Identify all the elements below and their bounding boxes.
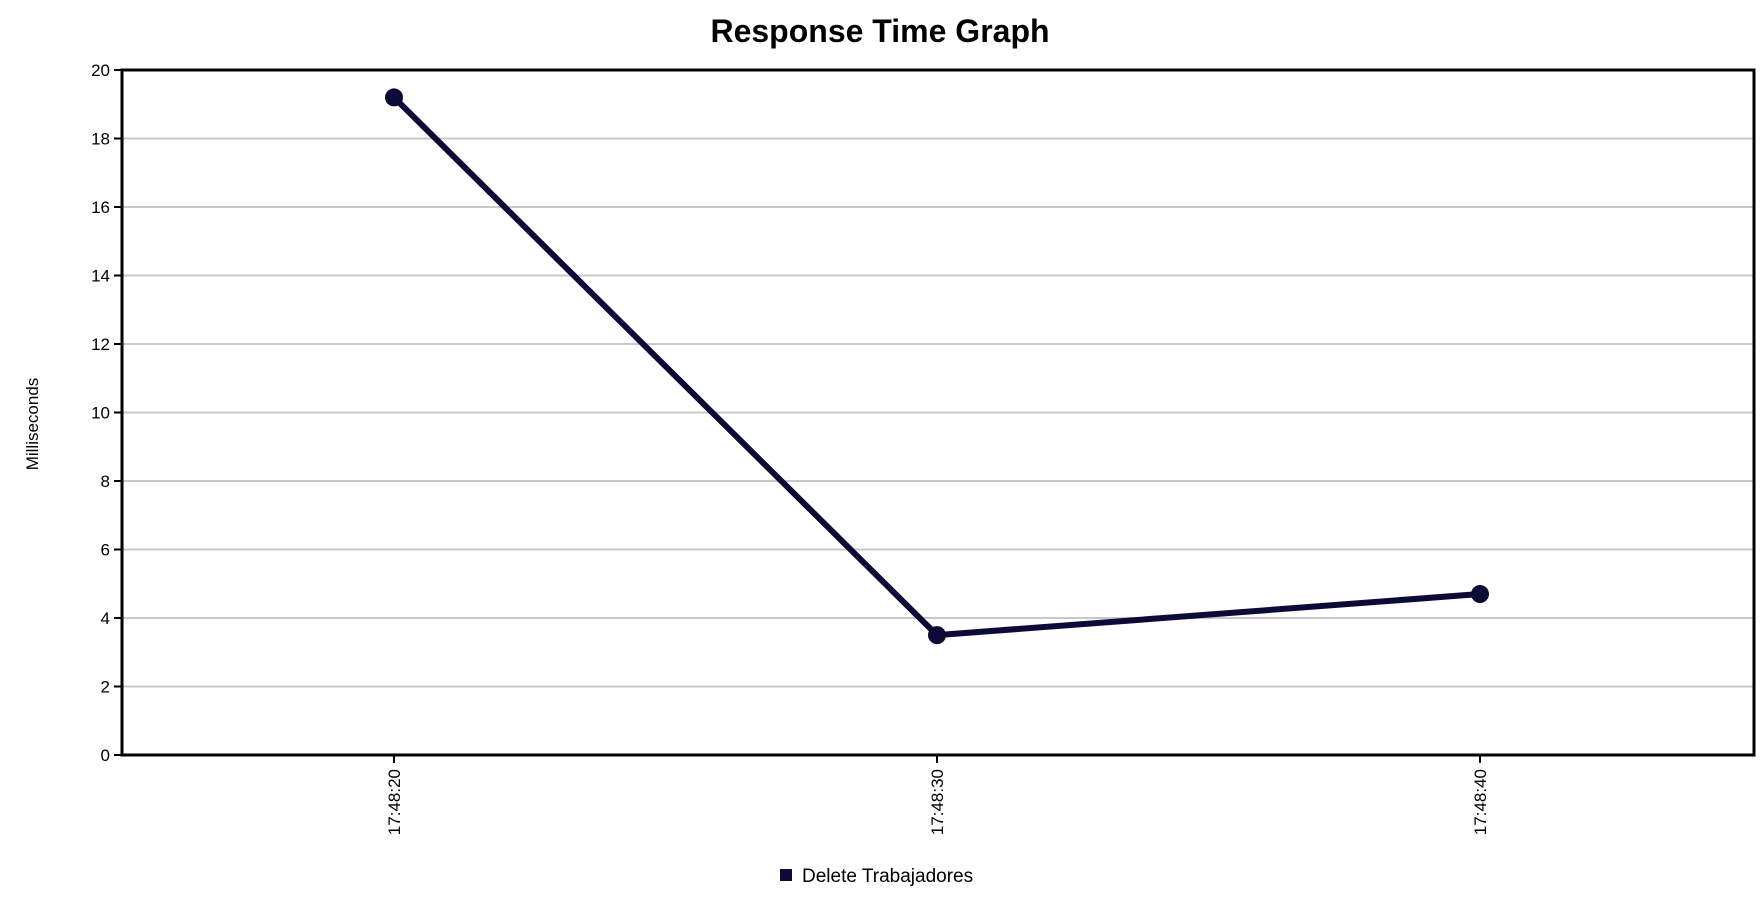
y-tick-label: 12 (91, 335, 110, 354)
data-point (385, 88, 403, 107)
legend-label: Delete Trabajadores (802, 866, 973, 887)
y-tick-label: 2 (101, 678, 110, 697)
y-tick-label: 20 (91, 61, 110, 80)
y-tick-label: 4 (101, 609, 110, 628)
y-tick-label: 14 (91, 267, 110, 286)
y-tick-label: 8 (101, 472, 110, 491)
legend: Delete Trabajadores (780, 866, 973, 887)
plot-area-frame (120, 68, 1756, 757)
series-layer (385, 88, 1489, 645)
x-tick-label: 17:48:30 (928, 769, 947, 835)
y-tick-label: 18 (91, 130, 110, 149)
y-axis-ticks: 0 2 4 6 8 10 12 14 16 18 20 (91, 61, 122, 765)
y-tick-label: 6 (101, 541, 110, 560)
y-tick-label: 10 (91, 404, 110, 423)
data-point (1471, 585, 1489, 604)
x-tick-label: 17:48:20 (385, 769, 404, 835)
y-tick-label: 16 (91, 198, 110, 217)
legend-swatch (780, 869, 792, 881)
data-point (928, 626, 946, 645)
grid-lines (122, 137, 1754, 688)
x-axis-ticks: 17:48:20 17:48:30 17:48:40 (385, 755, 1490, 835)
chart-title: Response Time Graph (710, 13, 1049, 49)
x-tick-label: 17:48:40 (1471, 769, 1490, 835)
y-axis-label: Milliseconds (23, 378, 42, 471)
y-tick-label: 0 (101, 746, 110, 765)
series-line (391, 95, 1481, 639)
